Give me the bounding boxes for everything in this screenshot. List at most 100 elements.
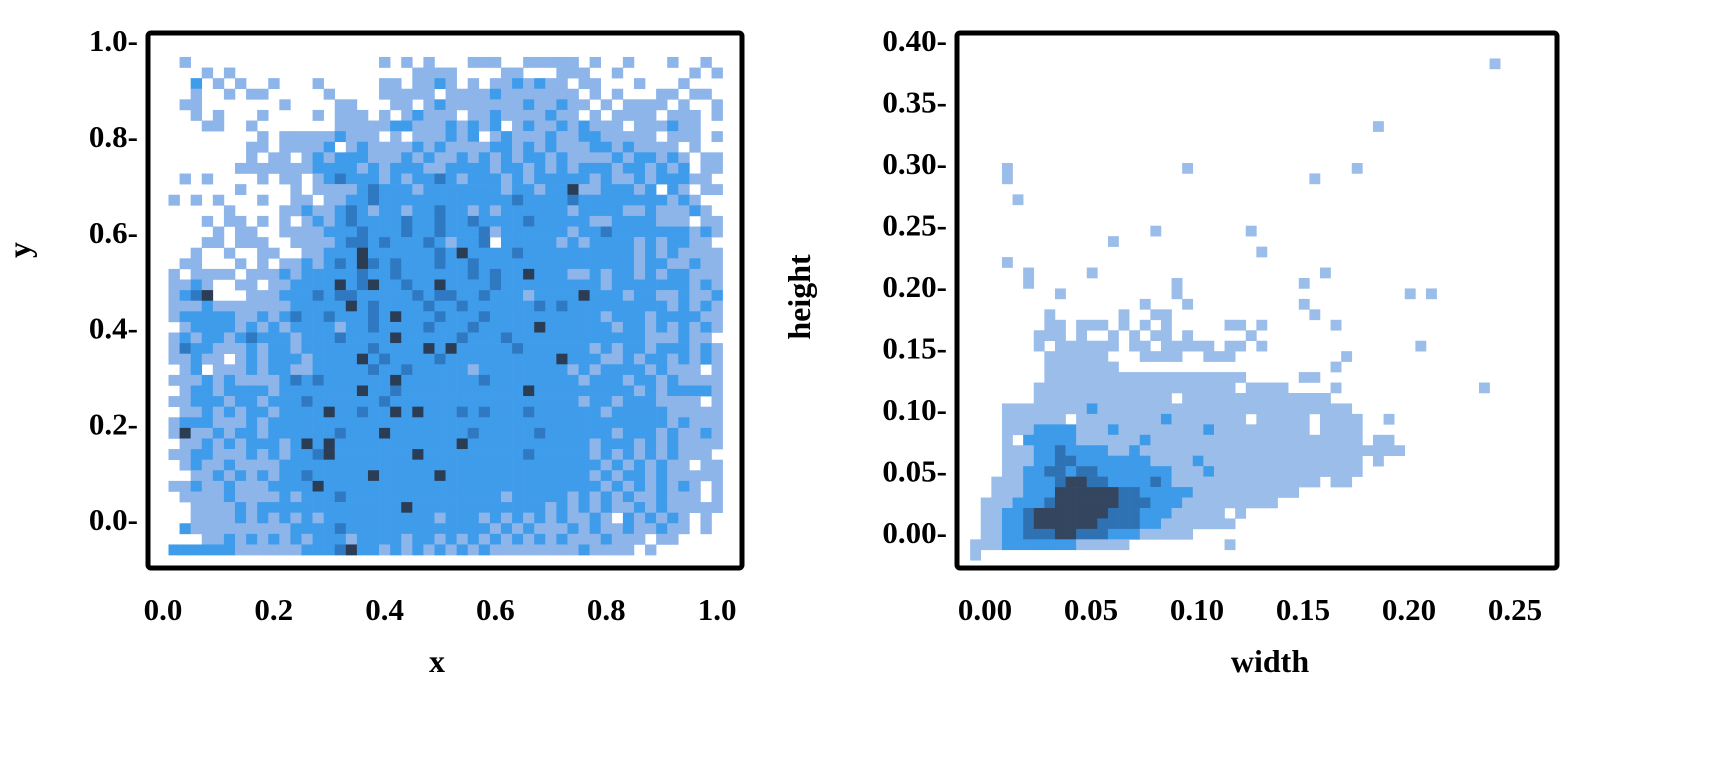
histogram-cell [567,417,579,429]
histogram-cell [246,544,258,556]
histogram-cell [401,141,413,153]
x-tick-label: 0.0 [144,592,183,627]
histogram-cell [645,109,657,121]
histogram-cell [379,438,391,450]
histogram-cell [279,173,291,185]
histogram-cell [456,247,469,259]
histogram-cell [367,459,380,471]
histogram-cell [1224,539,1236,551]
histogram-cell [1054,392,1066,404]
histogram-cell [689,353,701,365]
histogram-cell [179,406,191,418]
histogram-cell [656,279,668,291]
histogram-cell [567,247,579,259]
histogram-cell [645,449,657,460]
histogram-cell [1171,413,1183,425]
x-tick-label: 0.6 [476,592,515,627]
histogram-cell [390,78,402,90]
histogram-cell [257,173,269,185]
histogram-cell [312,449,324,460]
histogram-cell [545,502,557,513]
histogram-cell [1341,424,1353,436]
histogram-cell [534,237,546,249]
histogram-cell [234,385,247,397]
histogram-cell [445,491,457,503]
histogram-cell [345,427,358,439]
histogram-cell [456,205,469,217]
histogram-cell [445,237,457,249]
histogram-cell [312,268,324,280]
histogram-cell [567,385,579,397]
histogram-cell [290,544,302,556]
histogram-cell [656,268,668,280]
histogram-cell [711,268,723,280]
histogram-cell [1171,403,1183,415]
histogram-cell [312,205,324,217]
histogram-cell [301,247,313,259]
histogram-cell [367,131,380,143]
histogram-cell [700,343,712,354]
histogram-cell [667,364,679,376]
histogram-cell [1150,507,1162,519]
histogram-cell [356,353,369,365]
histogram-cell [534,491,546,503]
histogram-cell [523,226,535,238]
histogram-cell [268,311,280,323]
histogram-cell [578,99,590,111]
histogram-cell [556,300,568,312]
height-axis-label: height [781,254,817,340]
histogram-cell [711,438,723,450]
histogram-cell [1182,476,1194,488]
histogram-cell [489,205,502,217]
histogram-cell [1288,487,1300,498]
histogram-cell [1319,445,1331,457]
histogram-cell [290,374,302,386]
histogram-cell [279,258,291,270]
histogram-cell [257,141,269,153]
histogram-cell [689,491,701,503]
histogram-cell [678,449,690,460]
histogram-cell [1235,434,1247,446]
histogram-cell [523,427,535,439]
histogram-cell [1160,330,1172,342]
histogram-cell [545,226,557,238]
histogram-cell [434,396,446,407]
histogram-cell [600,290,613,302]
histogram-cell [489,78,502,90]
histogram-cell [622,184,635,196]
histogram-cell [1097,487,1109,498]
histogram-cell [201,491,214,503]
histogram-cell [478,184,491,196]
histogram-cell [190,364,203,376]
histogram-cell [1023,476,1035,488]
histogram-cell [1044,372,1056,383]
histogram-cell [367,141,380,153]
histogram-cell [212,449,225,460]
histogram-cell [512,470,524,482]
histogram-cell [1160,392,1172,404]
histogram-cell [290,332,302,344]
histogram-cell [1150,434,1162,446]
histogram-cell [290,491,302,503]
histogram-cell [234,459,247,471]
histogram-cell [434,279,446,291]
histogram-cell [379,311,391,323]
histogram-cell [534,427,546,439]
histogram-cell [567,480,579,492]
histogram-cell [445,343,457,354]
histogram-cell [345,438,358,450]
histogram-cell [611,343,624,354]
histogram-cell [700,353,712,365]
histogram-cell [500,152,513,164]
histogram-cell [434,438,446,450]
histogram-cell [478,152,491,164]
histogram-cell [633,152,646,164]
histogram-cell [456,311,469,323]
histogram-cell [390,290,402,302]
histogram-cell [1150,487,1162,498]
histogram-cell [1076,340,1088,352]
histogram-cell [589,56,601,68]
histogram-cell [445,321,457,333]
histogram-cell [434,67,446,79]
